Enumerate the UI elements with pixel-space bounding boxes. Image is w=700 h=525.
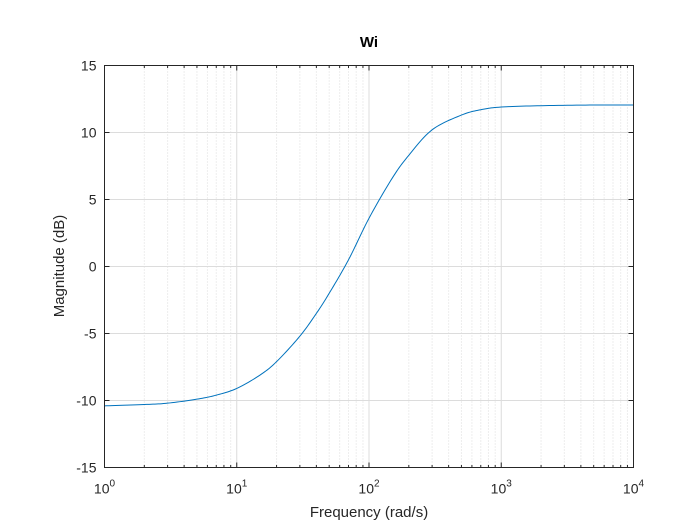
x-axis-label: Frequency (rad/s)	[310, 504, 428, 521]
y-axis-label: Magnitude (dB)	[51, 215, 68, 318]
y-tick-label: -15	[76, 460, 96, 476]
y-tick-label: -5	[84, 326, 97, 342]
grid	[104, 65, 634, 468]
data-lines	[104, 104, 634, 407]
chart-title: Wi	[360, 34, 378, 51]
x-tick-label: 102	[358, 479, 380, 497]
tick-marks	[104, 65, 634, 468]
x-tick-label: 100	[94, 479, 116, 497]
y-tick-labels: 15 10 5 0 -5 -10 -15	[76, 58, 96, 476]
y-tick-label: 0	[89, 259, 97, 275]
x-tick-label: 101	[226, 479, 248, 497]
x-tick-label: 103	[491, 479, 513, 497]
series-line	[104, 104, 634, 407]
y-tick-label: 10	[81, 125, 97, 141]
x-tick-labels: 100 101 102 103 104	[94, 479, 645, 497]
y-tick-label: 15	[81, 58, 97, 74]
y-tick-label: 5	[89, 192, 97, 208]
x-tick-label: 104	[623, 479, 645, 497]
y-tick-label: -10	[76, 393, 96, 409]
